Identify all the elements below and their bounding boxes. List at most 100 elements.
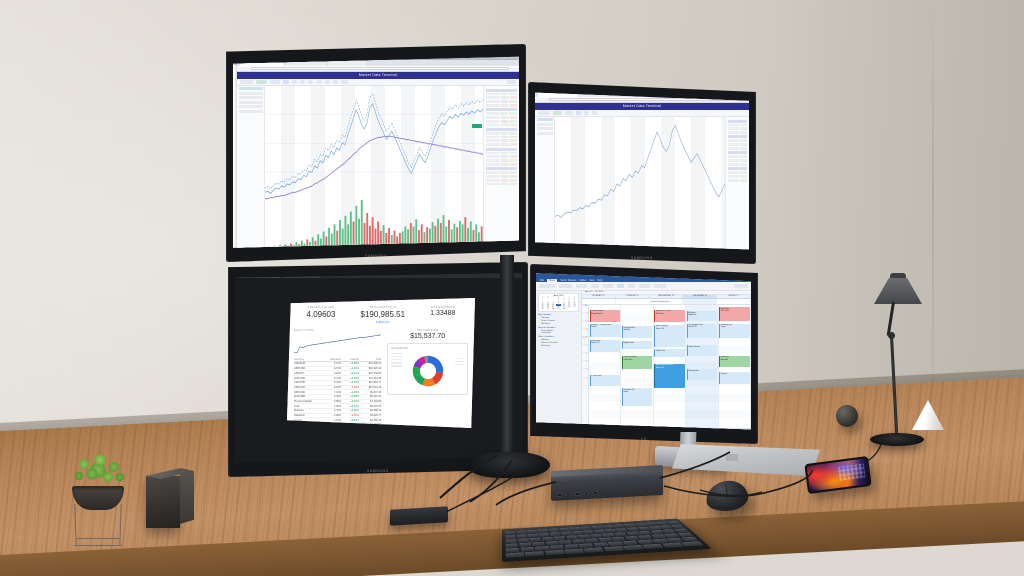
- watchlist-row[interactable]: [728, 162, 747, 166]
- outlook-app[interactable]: April 2020 — Calendar — Outlook File Hom…: [536, 273, 751, 430]
- browser-tab-1[interactable]: [286, 61, 326, 66]
- watchlist-group-header[interactable]: [486, 127, 517, 131]
- watchlist-row[interactable]: [728, 178, 747, 182]
- mini-cal-day[interactable]: 5: [542, 301, 544, 304]
- watchlist-row[interactable]: [486, 159, 517, 162]
- mini-calendar[interactable]: April 2020 S M T W T F S 1 2 3 4 5 6 7 8 9 10 11 12 13 14 15 1…: [538, 292, 579, 313]
- ribbon-tab-send-receive[interactable]: Send / Receive: [560, 278, 577, 282]
- table-row[interactable]: USD/EUR 13.0% +0.88% $21,905.33: [294, 362, 382, 367]
- dashboard-tab-0[interactable]: [238, 273, 280, 278]
- watchlist-group-header[interactable]: [728, 135, 747, 139]
- calendar-appointment[interactable]: Customer Call Zoom: [621, 388, 653, 406]
- toolbar-range-1y[interactable]: [325, 80, 330, 84]
- ribbon-share-calendar[interactable]: [654, 283, 666, 288]
- mini-cal-day[interactable]: 2: [563, 299, 565, 302]
- all-day-cell[interactable]: Quarterly Planning Week: [650, 298, 684, 304]
- price-chart-canvas[interactable]: [265, 86, 483, 248]
- mini-cal-day[interactable]: 6: [547, 301, 549, 304]
- watchlist-row[interactable]: [486, 103, 517, 107]
- donut-segment[interactable]: [413, 373, 425, 385]
- symbol-list-panel[interactable]: [237, 86, 265, 248]
- watchlist-panel-2[interactable]: [725, 117, 749, 250]
- watchlist-row[interactable]: [486, 162, 517, 166]
- watchlist-group-header[interactable]: [486, 108, 517, 112]
- watchlist-row[interactable]: [486, 119, 517, 123]
- outlook-ribbon[interactable]: [536, 281, 751, 291]
- watchlist-group-header[interactable]: [728, 167, 747, 171]
- all-day-cell[interactable]: [582, 298, 616, 304]
- ribbon-new-meeting[interactable]: [559, 283, 572, 288]
- browser-address-bar[interactable]: [237, 67, 519, 72]
- toolbar-range-max[interactable]: [341, 80, 348, 84]
- nav-item-operations[interactable]: Operations: [541, 332, 552, 335]
- table-row[interactable]: USD/CAD 8.60% -0.26% $10,501.20: [294, 386, 382, 391]
- calendar-appointment[interactable]: Wrap-up: [719, 372, 750, 385]
- watchlist-row[interactable]: [486, 115, 517, 119]
- mini-cal-day[interactable]: 20: [546, 306, 549, 309]
- toolbar2-compare-button[interactable]: [565, 111, 573, 115]
- table-row[interactable]: EUR/GBP 6.40% +0.58% $8,210.02: [294, 395, 382, 400]
- donut-segment[interactable]: [421, 377, 435, 386]
- nav-item-calendar[interactable]: Calendar: [541, 317, 550, 320]
- mini-cal-day[interactable]: 29: [557, 308, 560, 311]
- watchlist-row[interactable]: [486, 131, 518, 135]
- watchlist-group-header[interactable]: [486, 147, 517, 151]
- symbol-row[interactable]: [536, 131, 553, 135]
- watchlist-rows-2[interactable]: [727, 119, 748, 182]
- calendar-day-header[interactable]: MONDAY 13: [582, 294, 616, 298]
- dock-port-usb[interactable]: [557, 493, 562, 497]
- mini-cal-day[interactable]: 14: [552, 303, 555, 306]
- calendar-day-header[interactable]: TUESDAY 14: [616, 294, 650, 298]
- ribbon-view-month[interactable]: [628, 283, 635, 288]
- ribbon-tab-help[interactable]: Help: [597, 278, 603, 282]
- browser-window-trading[interactable]: Market Data Terminal: [237, 60, 519, 248]
- watchlist-row[interactable]: [486, 171, 518, 175]
- calendar-appointment[interactable]: Vendor Sync Room 3.12: [589, 339, 620, 352]
- lamp-joint[interactable]: [888, 332, 895, 339]
- calendar-day-header[interactable]: FRIDAY 17: [717, 294, 751, 298]
- calendar-appointment[interactable]: Offsite Workshop Conf Center: [621, 355, 653, 370]
- browser-tab-bar-2[interactable]: [535, 92, 749, 97]
- calendar-appointment[interactable]: All Hands Auditorium: [686, 311, 718, 321]
- calendar-appointment[interactable]: Release Go / No-Go War Room: [654, 310, 685, 323]
- ribbon-tab-folder[interactable]: Folder: [579, 278, 587, 282]
- symbol-row[interactable]: [238, 87, 263, 91]
- watchlist-row[interactable]: [486, 178, 517, 182]
- watchlist-row[interactable]: [728, 123, 747, 127]
- calendar-appointment[interactable]: Retrospective: [686, 369, 718, 381]
- toolbar-indicators-button[interactable]: [256, 80, 267, 84]
- ribbon-next-7-days[interactable]: [603, 283, 613, 288]
- mini-cal-day[interactable]: 18: [573, 303, 576, 306]
- mini-cal-day[interactable]: 12: [541, 303, 544, 306]
- toolbar-range-1m[interactable]: [300, 80, 305, 84]
- secondary-chart-area[interactable]: [535, 117, 749, 250]
- mini-cal-day[interactable]: 4: [573, 299, 575, 302]
- ribbon-tab-view[interactable]: View: [589, 278, 595, 282]
- nav-item-marketing[interactable]: Marketing: [541, 344, 551, 347]
- mini-cal-day[interactable]: 22: [557, 306, 560, 309]
- browser-tab-detail[interactable]: [580, 92, 614, 97]
- watchlist-row[interactable]: [728, 127, 747, 131]
- calendar-appointment[interactable]: Architecture Deep Dive Room 4.01: [654, 364, 685, 389]
- calendar-day-column[interactable]: Release Go / No-Go War Room Sprint Plannin…: [653, 304, 687, 430]
- watchlist-row[interactable]: [728, 146, 747, 150]
- mini-cal-day[interactable]: 8: [558, 301, 559, 304]
- calendar-appointment[interactable]: Partner Review: [686, 345, 718, 356]
- table-row[interactable]: GBP/USD 12.5% +1.12% $18,420.10: [294, 367, 382, 372]
- outlook-body[interactable]: April 2020 S M T W T F S 1 2 3 4 5 6 7 8 9 10 11 12 13 14 15 1…: [536, 290, 751, 430]
- monitor-bottom-left[interactable]: TRADING VOLUME 4.09603 TOTAL PORTFOLIO $…: [228, 262, 528, 477]
- calendar-appointment[interactable]: 1:1 with Dana: [589, 374, 620, 386]
- watchlist-row[interactable]: [728, 155, 747, 159]
- mini-cal-day[interactable]: 1: [558, 299, 559, 302]
- watchlist-row[interactable]: [486, 155, 517, 159]
- toolbar-range-1d[interactable]: [283, 80, 289, 84]
- laptop[interactable]: [672, 444, 820, 476]
- table-row[interactable]: Silver 1.70% +0.62% $1,401.92: [294, 423, 382, 428]
- dashboard-tab-1[interactable]: [282, 273, 320, 278]
- donut-segment[interactable]: [418, 355, 426, 364]
- watchlist-group-header[interactable]: [486, 167, 517, 171]
- laptop-lid[interactable]: [672, 444, 820, 476]
- watchlist-row[interactable]: [486, 151, 518, 155]
- ribbon-search-box[interactable]: [734, 283, 748, 288]
- outlook-calendar-grid[interactable]: April 12 – 18, 2020 MONDAY 13 TUESDAY 14 W…: [582, 290, 751, 430]
